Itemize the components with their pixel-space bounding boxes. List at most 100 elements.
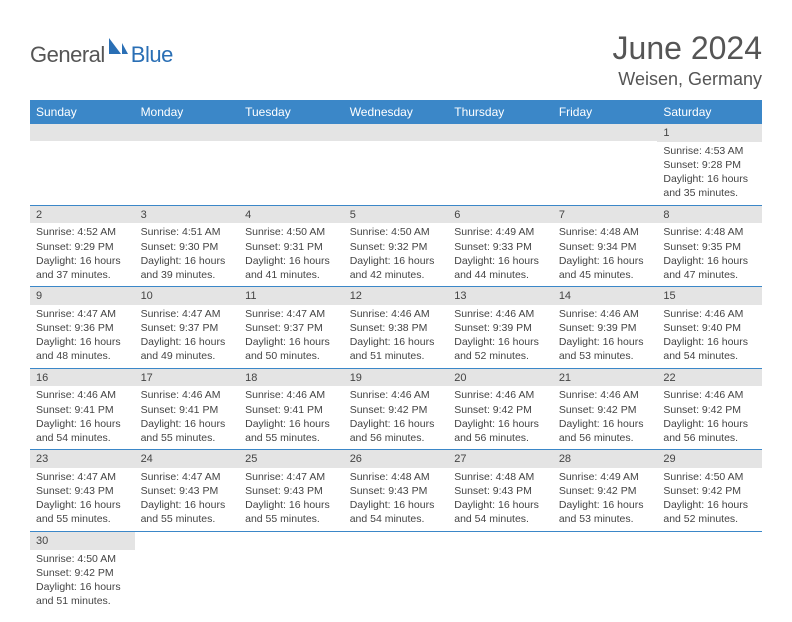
daylight-text-2: and 56 minutes. [454, 431, 547, 445]
sunrise-text: Sunrise: 4:46 AM [245, 388, 338, 402]
daylight-text: Daylight: 16 hours [350, 498, 443, 512]
calendar-cell [553, 124, 658, 205]
day-content: Sunrise: 4:48 AMSunset: 9:34 PMDaylight:… [553, 223, 658, 286]
calendar-cell: 26Sunrise: 4:48 AMSunset: 9:43 PMDayligh… [344, 450, 449, 532]
calendar-cell: 29Sunrise: 4:50 AMSunset: 9:42 PMDayligh… [657, 450, 762, 532]
sunset-text: Sunset: 9:32 PM [350, 240, 443, 254]
calendar-row: 23Sunrise: 4:47 AMSunset: 9:43 PMDayligh… [30, 450, 762, 532]
blank-daynum [344, 124, 449, 141]
day-content: Sunrise: 4:47 AMSunset: 9:43 PMDaylight:… [30, 468, 135, 531]
calendar-row: 2Sunrise: 4:52 AMSunset: 9:29 PMDaylight… [30, 205, 762, 287]
day-number: 6 [448, 206, 553, 224]
daylight-text-2: and 53 minutes. [559, 512, 652, 526]
daylight-text-2: and 54 minutes. [663, 349, 756, 363]
day-number: 3 [135, 206, 240, 224]
sunset-text: Sunset: 9:42 PM [559, 403, 652, 417]
daylight-text-2: and 56 minutes. [663, 431, 756, 445]
sunrise-text: Sunrise: 4:46 AM [663, 307, 756, 321]
daylight-text: Daylight: 16 hours [663, 254, 756, 268]
sunset-text: Sunset: 9:43 PM [245, 484, 338, 498]
daylight-text: Daylight: 16 hours [36, 254, 129, 268]
sunset-text: Sunset: 9:41 PM [245, 403, 338, 417]
day-content: Sunrise: 4:47 AMSunset: 9:37 PMDaylight:… [239, 305, 344, 368]
day-number: 28 [553, 450, 658, 468]
sunrise-text: Sunrise: 4:47 AM [36, 307, 129, 321]
daylight-text-2: and 52 minutes. [454, 349, 547, 363]
weekday-header: Saturday [657, 100, 762, 124]
daylight-text-2: and 54 minutes. [36, 431, 129, 445]
day-content: Sunrise: 4:47 AMSunset: 9:37 PMDaylight:… [135, 305, 240, 368]
weekday-header: Wednesday [344, 100, 449, 124]
sunrise-text: Sunrise: 4:50 AM [663, 470, 756, 484]
sunset-text: Sunset: 9:37 PM [245, 321, 338, 335]
sunset-text: Sunset: 9:39 PM [559, 321, 652, 335]
sunset-text: Sunset: 9:42 PM [350, 403, 443, 417]
daylight-text-2: and 50 minutes. [245, 349, 338, 363]
sunrise-text: Sunrise: 4:51 AM [141, 225, 234, 239]
day-number: 1 [657, 124, 762, 142]
daylight-text-2: and 55 minutes. [141, 431, 234, 445]
sunrise-text: Sunrise: 4:50 AM [36, 552, 129, 566]
daylight-text: Daylight: 16 hours [36, 498, 129, 512]
daylight-text: Daylight: 16 hours [245, 498, 338, 512]
sunrise-text: Sunrise: 4:46 AM [350, 307, 443, 321]
day-number: 4 [239, 206, 344, 224]
daylight-text: Daylight: 16 hours [350, 335, 443, 349]
blank-daynum [239, 124, 344, 141]
calendar-cell: 6Sunrise: 4:49 AMSunset: 9:33 PMDaylight… [448, 205, 553, 287]
sunrise-text: Sunrise: 4:46 AM [454, 307, 547, 321]
blank-daynum [553, 124, 658, 141]
calendar-cell: 12Sunrise: 4:46 AMSunset: 9:38 PMDayligh… [344, 287, 449, 369]
calendar-cell: 18Sunrise: 4:46 AMSunset: 9:41 PMDayligh… [239, 368, 344, 450]
day-content: Sunrise: 4:46 AMSunset: 9:41 PMDaylight:… [239, 386, 344, 449]
sunrise-text: Sunrise: 4:47 AM [141, 470, 234, 484]
brand-logo: General Blue [30, 42, 173, 68]
day-number: 12 [344, 287, 449, 305]
calendar-cell: 13Sunrise: 4:46 AMSunset: 9:39 PMDayligh… [448, 287, 553, 369]
sunset-text: Sunset: 9:39 PM [454, 321, 547, 335]
sunrise-text: Sunrise: 4:52 AM [36, 225, 129, 239]
calendar-cell: 24Sunrise: 4:47 AMSunset: 9:43 PMDayligh… [135, 450, 240, 532]
calendar-row: 9 Sunrise: 4:47 AMSunset: 9:36 PM Daylight… [30, 287, 762, 369]
daylight-text: Daylight: 16 hours [36, 417, 129, 431]
sunrise-text: Sunrise: 4:48 AM [663, 225, 756, 239]
daylight-text: Daylight: 16 hours [350, 254, 443, 268]
day-number: 2 [30, 206, 135, 224]
calendar-row: 16Sunrise: 4:46 AMSunset: 9:41 PMDayligh… [30, 368, 762, 450]
day-content: Sunrise: 4:50 AMSunset: 9:42 PMDaylight:… [30, 550, 135, 613]
daylight-text-2: and 52 minutes. [663, 512, 756, 526]
sunset-text: Sunset: 9:40 PM [663, 321, 756, 335]
day-content: Sunrise: 4:52 AMSunset: 9:29 PMDaylight:… [30, 223, 135, 286]
daylight-text: Daylight: 16 hours [141, 417, 234, 431]
calendar-cell [344, 124, 449, 205]
day-number: 9 [30, 287, 135, 305]
day-number: 22 [657, 369, 762, 387]
day-content: Sunrise: 4:46 AMSunset: 9:40 PMDaylight:… [657, 305, 762, 368]
daylight-text-2: and 55 minutes. [36, 512, 129, 526]
day-content: Sunrise: 4:46 AMSunset: 9:42 PMDaylight:… [657, 386, 762, 449]
sunset-text: Sunset: 9:30 PM [141, 240, 234, 254]
day-content: Sunrise: 4:49 AMSunset: 9:42 PMDaylight:… [553, 468, 658, 531]
daylight-text: Daylight: 16 hours [663, 335, 756, 349]
day-number: 30 [30, 532, 135, 550]
day-content: Sunrise: 4:50 AMSunset: 9:32 PMDaylight:… [344, 223, 449, 286]
calendar-cell: 5Sunrise: 4:50 AMSunset: 9:32 PMDaylight… [344, 205, 449, 287]
sunrise-text: Sunrise: 4:49 AM [454, 225, 547, 239]
daylight-text: Daylight: 16 hours [663, 172, 756, 186]
daylight-text: Daylight: 16 hours [559, 335, 652, 349]
day-content: Sunrise: 4:48 AMSunset: 9:43 PMDaylight:… [448, 468, 553, 531]
day-number: 13 [448, 287, 553, 305]
calendar-cell [344, 531, 449, 612]
day-number: 11 [239, 287, 344, 305]
sunset-text: Sunset: 9:37 PM [141, 321, 234, 335]
calendar-cell [448, 124, 553, 205]
calendar-cell: 23Sunrise: 4:47 AMSunset: 9:43 PMDayligh… [30, 450, 135, 532]
calendar-row: 30Sunrise: 4:50 AMSunset: 9:42 PMDayligh… [30, 531, 762, 612]
daylight-text-2: and 39 minutes. [141, 268, 234, 282]
calendar-cell: 30Sunrise: 4:50 AMSunset: 9:42 PMDayligh… [30, 531, 135, 612]
calendar-cell [239, 531, 344, 612]
weekday-header: Tuesday [239, 100, 344, 124]
sunset-text: Sunset: 9:36 PM [36, 321, 129, 335]
daylight-text: Daylight: 16 hours [663, 417, 756, 431]
sunrise-text: Sunrise: 4:46 AM [141, 388, 234, 402]
